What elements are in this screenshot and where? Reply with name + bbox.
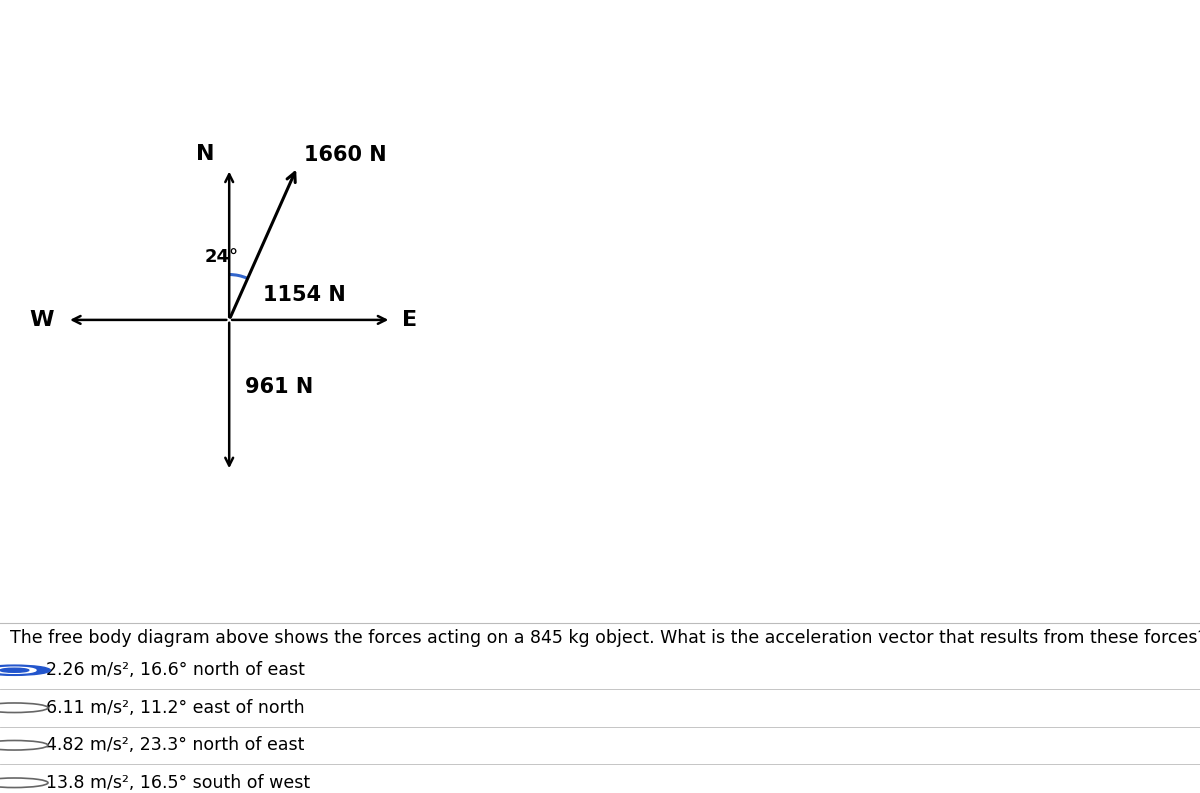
Text: N: N <box>196 144 215 164</box>
Text: 1660 N: 1660 N <box>304 145 386 165</box>
Circle shape <box>0 667 36 673</box>
Text: The free body diagram above shows the forces acting on a 845 kg object. What is : The free body diagram above shows the fo… <box>10 630 1200 647</box>
Text: 961 N: 961 N <box>245 377 313 396</box>
Circle shape <box>0 665 50 676</box>
Text: 13.8 m/s², 16.5° south of west: 13.8 m/s², 16.5° south of west <box>46 774 310 791</box>
Text: 4.82 m/s², 23.3° north of east: 4.82 m/s², 23.3° north of east <box>46 736 304 754</box>
Text: 24°: 24° <box>204 247 239 266</box>
Text: E: E <box>402 310 418 330</box>
Text: W: W <box>30 310 54 330</box>
Text: 1154 N: 1154 N <box>264 285 346 305</box>
Circle shape <box>0 668 29 672</box>
Text: 6.11 m/s², 11.2° east of north: 6.11 m/s², 11.2° east of north <box>46 699 305 717</box>
Text: 2.26 m/s², 16.6° north of east: 2.26 m/s², 16.6° north of east <box>46 661 305 680</box>
